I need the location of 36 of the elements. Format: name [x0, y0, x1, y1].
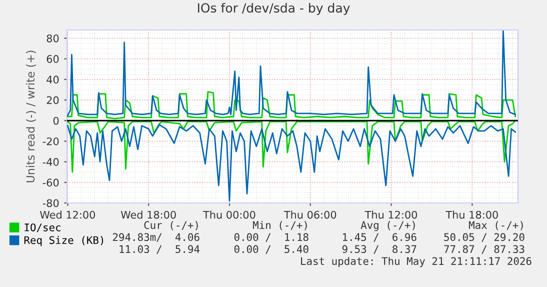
- line-series: [67, 30, 516, 116]
- y-axis-title: Units read (-) / write (+): [26, 50, 36, 182]
- x-tick-label: Thu 06:00: [284, 210, 336, 219]
- legend-label: Req Size (KB): [24, 236, 104, 246]
- text: Cur (-/+): [144, 221, 198, 230]
- y-tick-label: -20: [42, 137, 59, 146]
- x-tick-label: Thu 18:00: [446, 210, 498, 219]
- text: Min (-/+): [252, 220, 307, 230]
- y-tick-label: 20: [46, 96, 59, 104]
- text: Last update: Thu May 21 21:11:17 2026: [301, 256, 532, 268]
- text: 294.83m/ 4.06: [112, 233, 200, 242]
- line-series: [67, 120, 516, 173]
- x-tick-label: Wed 12:00: [40, 210, 95, 219]
- y-tick-label: 60: [46, 55, 59, 63]
- chart-title: IOs for /dev/sda - by day: [198, 2, 350, 16]
- y-tick-label: -80: [42, 199, 59, 208]
- y-tick-label: 80: [46, 34, 59, 42]
- text: 0.00 / 5.40: [234, 245, 308, 254]
- text: 50.05 / 29.20: [444, 233, 524, 242]
- y-tick-label: -60: [42, 178, 59, 187]
- text: 9.53 / 8.37: [342, 245, 416, 254]
- line-series: [67, 124, 516, 202]
- text: Max (-/+): [468, 221, 523, 230]
- y-tick-label: -40: [42, 158, 59, 166]
- text: 0.00 / 1.18: [234, 233, 308, 242]
- y-tick-label: 40: [46, 76, 59, 84]
- text: 77.87 / 87.33: [444, 245, 524, 254]
- x-tick-label: Thu 00:00: [202, 210, 256, 219]
- y-tick-label: 0: [53, 116, 59, 125]
- text: 11.03 / 5.94: [120, 245, 200, 254]
- text: Avg (-/+): [360, 220, 415, 232]
- text: 1.45 / 6.96: [343, 233, 416, 242]
- x-tick-label: Wed 18:00: [120, 210, 176, 219]
- line-series: [67, 91, 516, 120]
- x-tick-label: Thu 12:00: [364, 210, 418, 219]
- legend-label: IO/sec: [24, 223, 60, 232]
